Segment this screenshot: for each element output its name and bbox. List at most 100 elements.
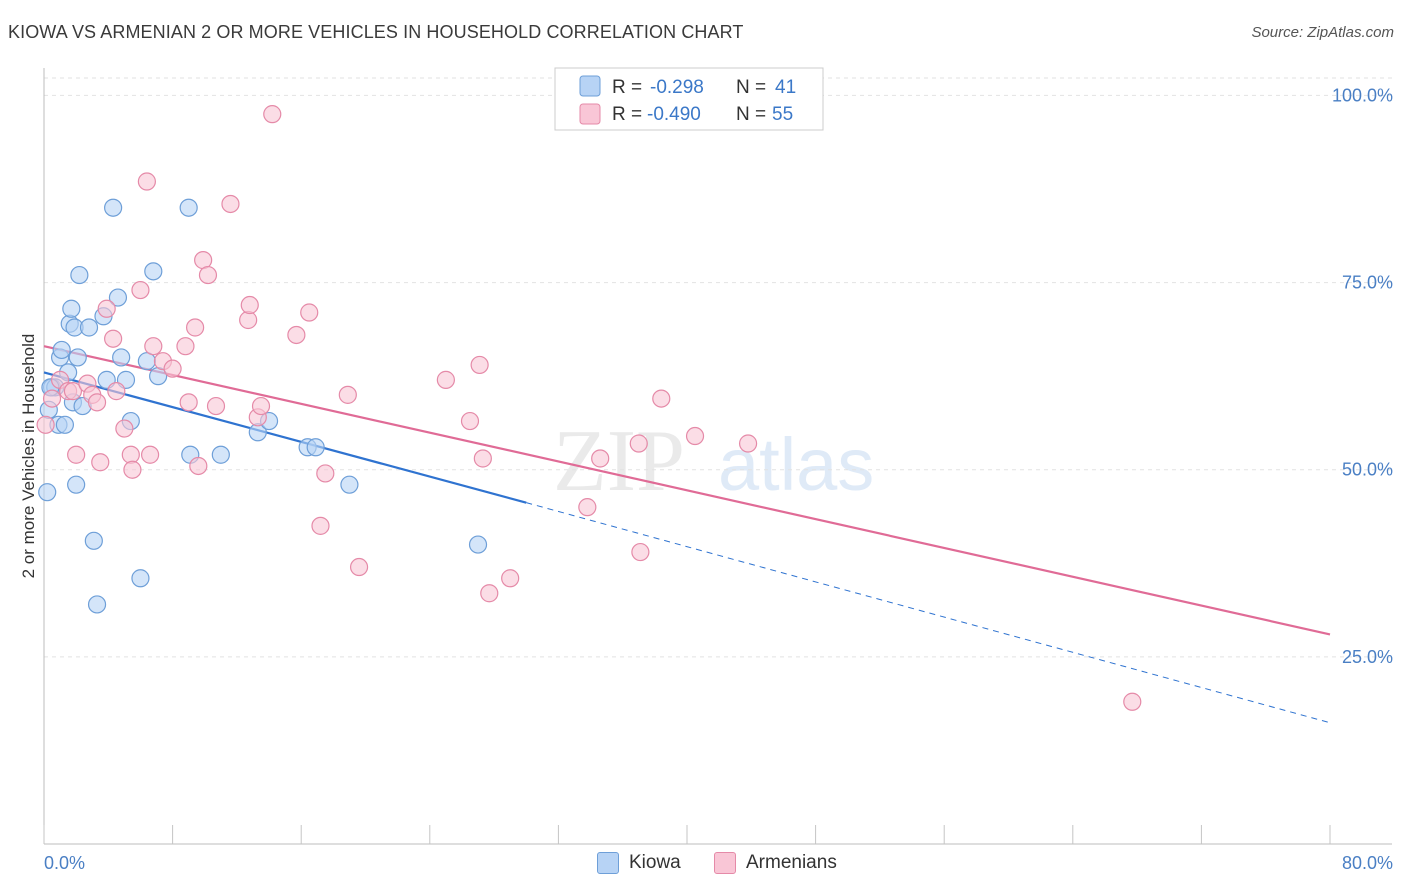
- y-tick-label: 75.0%: [1342, 273, 1393, 293]
- data-point-armenians: [1123, 692, 1142, 711]
- data-point-armenians: [115, 419, 134, 438]
- data-point-armenians: [251, 396, 271, 416]
- data-point-armenians: [349, 557, 369, 577]
- data-point-armenians: [67, 445, 86, 464]
- data-point-armenians: [206, 396, 226, 416]
- data-point-kiowa: [306, 438, 325, 457]
- data-point-armenians: [42, 389, 62, 408]
- bottom-legend-label-kiowa: Kiowa: [629, 852, 681, 873]
- y-tick-label: 100.0%: [1332, 85, 1393, 105]
- data-point-armenians: [473, 449, 492, 468]
- bottom-legend-label-armenians: Armenians: [746, 852, 837, 873]
- legend-r-value-kiowa: -0.298: [650, 77, 704, 98]
- legend-n-value-kiowa: 41: [775, 77, 796, 98]
- data-point-kiowa: [87, 595, 107, 614]
- legend-swatch-kiowa: [579, 75, 601, 97]
- data-point-armenians: [738, 434, 758, 453]
- data-point-kiowa: [52, 340, 71, 360]
- data-point-armenians: [578, 498, 597, 517]
- data-point-kiowa: [131, 569, 150, 588]
- data-point-armenians: [91, 453, 110, 472]
- x-tick-label: 80.0%: [1342, 853, 1393, 873]
- data-point-kiowa: [62, 299, 81, 318]
- data-point-armenians: [198, 265, 218, 285]
- data-point-kiowa: [108, 288, 128, 307]
- data-point-kiowa: [84, 531, 103, 550]
- data-point-armenians: [591, 449, 610, 468]
- data-point-armenians: [480, 584, 499, 603]
- data-point-armenians: [629, 434, 648, 453]
- data-point-kiowa: [70, 265, 89, 285]
- data-point-armenians: [87, 393, 107, 412]
- data-point-kiowa: [112, 348, 131, 367]
- data-point-armenians: [221, 194, 240, 214]
- legend-r-value-armenians: -0.490: [647, 104, 701, 125]
- data-point-armenians: [685, 426, 705, 446]
- data-point-armenians: [163, 359, 182, 378]
- data-point-armenians: [36, 415, 55, 434]
- stats-legend: R = -0.298 N = 41 R = -0.490 N = 55: [554, 67, 824, 131]
- watermark-zip: ZIP: [553, 413, 685, 510]
- legend-n-label-kiowa: N =: [736, 77, 766, 98]
- data-point-kiowa: [38, 483, 57, 502]
- source-credit: Source: ZipAtlas.com: [1251, 24, 1394, 41]
- axes: [43, 68, 1392, 845]
- data-point-armenians: [631, 542, 650, 562]
- data-point-armenians: [189, 456, 208, 476]
- data-point-armenians: [123, 460, 142, 479]
- data-point-armenians: [97, 299, 116, 318]
- data-point-kiowa: [468, 535, 488, 554]
- data-point-kiowa: [211, 445, 230, 464]
- grid-lines: [44, 77, 1392, 658]
- data-point-kiowa: [55, 415, 74, 434]
- scatter-points: [36, 105, 1142, 711]
- data-point-kiowa: [79, 318, 99, 337]
- data-point-kiowa: [68, 348, 87, 367]
- data-point-kiowa: [144, 262, 163, 281]
- data-point-armenians: [240, 295, 259, 315]
- legend-n-value-armenians: 55: [772, 104, 793, 125]
- data-point-armenians: [300, 303, 319, 322]
- data-point-armenians: [107, 382, 126, 401]
- trend-lines: [43, 345, 1331, 724]
- data-point-armenians: [338, 385, 357, 404]
- data-point-armenians: [263, 105, 282, 124]
- data-point-armenians: [144, 337, 163, 356]
- chart-title: KIOWA VS ARMENIAN 2 OR MORE VEHICLES IN …: [8, 22, 744, 42]
- x-tick-labels: 0.0% 80.0%: [44, 853, 1393, 873]
- data-point-kiowa: [340, 475, 359, 494]
- bottom-legend-armenians: Armenians: [714, 852, 837, 874]
- data-point-kiowa: [104, 198, 123, 217]
- trend-line-extension-kiowa: [526, 502, 1331, 724]
- trend-line-armenians: [43, 345, 1331, 636]
- data-point-armenians: [179, 393, 198, 412]
- data-point-armenians: [460, 411, 480, 431]
- legend-swatch-armenians: [579, 103, 601, 125]
- y-tick-labels: 25.0% 50.0% 75.0% 100.0%: [1332, 85, 1393, 666]
- data-point-armenians: [470, 355, 489, 375]
- data-point-armenians: [311, 516, 330, 535]
- data-point-armenians: [121, 445, 140, 464]
- data-point-armenians: [436, 370, 455, 389]
- data-point-armenians: [131, 280, 150, 300]
- data-point-armenians: [176, 337, 195, 356]
- data-point-armenians: [239, 310, 258, 330]
- data-point-armenians: [316, 464, 335, 483]
- data-point-armenians: [63, 382, 83, 401]
- legend-r-label-kiowa: R =: [612, 77, 642, 98]
- legend-r-label-armenians: R =: [612, 104, 642, 125]
- y-tick-label: 50.0%: [1342, 460, 1393, 480]
- data-point-armenians: [186, 318, 205, 337]
- legend-n-label-armenians: N =: [736, 104, 766, 125]
- data-point-kiowa: [67, 475, 86, 494]
- data-point-armenians: [501, 569, 520, 588]
- data-point-armenians: [104, 329, 123, 348]
- data-point-armenians: [137, 172, 156, 191]
- bottom-legend-kiowa: Kiowa: [597, 852, 681, 874]
- data-point-armenians: [652, 389, 671, 408]
- y-axis-title: 2 or more Vehicles in Household: [19, 334, 38, 579]
- bottom-legend-swatch-kiowa: [597, 852, 619, 874]
- watermark-atlas: atlas: [718, 423, 874, 506]
- x-tick-label: 0.0%: [44, 853, 85, 873]
